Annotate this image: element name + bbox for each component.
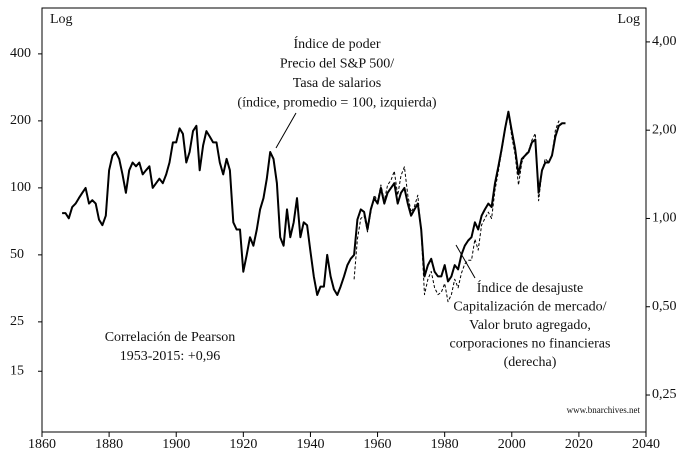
x-tick-label: 1960	[364, 437, 392, 452]
y-tick-label: 200	[10, 113, 31, 128]
y-tick-label: 400	[10, 46, 31, 61]
annotation: Índice de poder	[293, 35, 380, 52]
annotation: 1953-2015: +0,96	[120, 349, 220, 364]
x-tick-label: 1980	[431, 437, 459, 452]
annotation: corporaciones no financieras	[450, 337, 611, 352]
y2-tick-label: 2,00	[652, 122, 677, 137]
annotation: Capitalización de mercado/	[453, 300, 606, 315]
x-tick-label: 2000	[498, 437, 526, 452]
data-line	[353, 111, 563, 303]
y2-tick-label: 1,00	[652, 211, 677, 226]
annotation: Valor bruto agregado,	[469, 318, 591, 333]
y-tick-label: 100	[10, 180, 31, 195]
right-axis-label: Log	[617, 12, 640, 27]
source: www.bnarchives.net	[567, 405, 641, 415]
y2-tick-label: 4,00	[652, 34, 677, 49]
y-tick-label: 25	[10, 314, 24, 329]
x-tick-label: 2020	[565, 437, 593, 452]
x-tick-label: 1880	[95, 437, 123, 452]
annotation: (derecha)	[504, 355, 557, 370]
y2-tick-label: 0,50	[652, 299, 677, 314]
pointer	[275, 112, 297, 149]
annotation: Correlación de Pearson	[105, 330, 236, 345]
y-tick-label: 15	[10, 363, 24, 378]
x-tick-label: 1920	[229, 437, 257, 452]
x-tick-label: 1860	[28, 437, 56, 452]
annotation: Precio del S&P 500/	[280, 57, 394, 72]
y2-tick-label: 0,25	[652, 387, 677, 402]
annotation: Tasa de salarios	[293, 76, 381, 91]
plot-frame	[41, 7, 647, 433]
y-tick-label: 50	[10, 247, 24, 262]
x-tick-label: 1900	[162, 437, 190, 452]
x-tick-label: 2040	[632, 437, 660, 452]
annotation: (índice, promedio = 100, izquierda)	[237, 96, 437, 111]
pointer	[455, 244, 476, 279]
data-line	[62, 110, 566, 296]
annotation: Índice de desajuste	[477, 279, 584, 296]
left-axis-label: Log	[50, 12, 73, 27]
x-tick-label: 1940	[296, 437, 324, 452]
